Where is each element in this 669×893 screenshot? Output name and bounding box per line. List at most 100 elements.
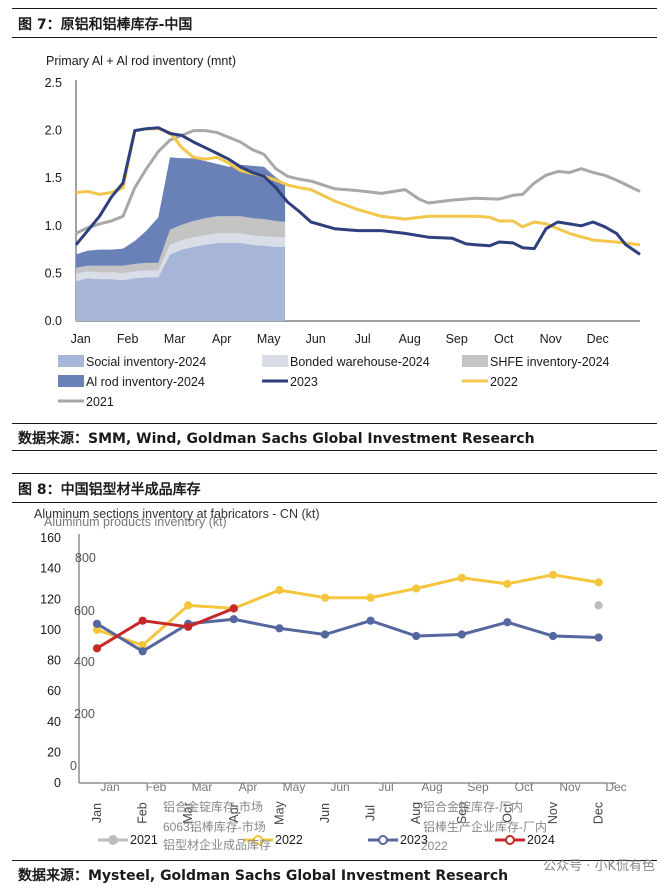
chart2-ghost-xtick-label: Oct (515, 780, 534, 794)
figure7-chart: Primary Al + Al rod inventory (mnt) 0.0 0… (45, 54, 641, 409)
chart2-ghost-legend-label: 铝合金锭库存-市场 (163, 799, 263, 814)
chart1-ytick-label: 0.5 (45, 266, 62, 280)
chart2-legend-marker (378, 835, 388, 845)
chart2-ghost-xtick-label: Sep (467, 780, 489, 794)
chart2-point-2023 (457, 630, 466, 639)
chart1-xtick-label: Oct (494, 332, 514, 346)
figure8-title-rule (12, 502, 657, 503)
chart2-point-2022 (548, 570, 558, 579)
chart1-xtick-label: Jun (306, 332, 326, 346)
chart2-ghost-ytick-label: 200 (74, 707, 95, 721)
chart2-point-2022 (503, 579, 512, 589)
chart2-ghost-xtick-label: Jun (330, 780, 349, 794)
chart2-ghost-xtick-label: Nov (559, 780, 580, 794)
chart2-point-2023 (548, 631, 558, 641)
figure8-source: 数据来源：Mysteel, Goldman Sachs Global Inves… (18, 868, 509, 884)
chart2-legend-marker (253, 835, 263, 845)
chart2-ghost-xtick-label: Jul (378, 780, 393, 794)
chart2-point-2024 (184, 622, 193, 631)
chart2-ghost-legend-label: 铝棒生产企业库存-厂内 (423, 819, 547, 834)
chart1-legend-label: Social inventory-2024 (86, 355, 206, 369)
chart2-ghost-ytick-label: 600 (74, 604, 95, 618)
chart2-point-2022 (184, 601, 193, 610)
chart1-xtick-label: Jan (71, 332, 91, 346)
chart2-point-2024 (229, 604, 238, 613)
chart2-point-2023 (92, 619, 102, 628)
chart2-xtick-label: Dec (592, 802, 606, 824)
figure7-bottom-rule (12, 450, 657, 451)
chart2-ghost-xtick-label: May (283, 780, 306, 794)
chart1-ytick-label: 1.0 (45, 219, 62, 233)
chart2-point-2023 (320, 630, 330, 639)
chart1-ytick-label: 2.5 (45, 76, 62, 90)
watermark: 公众号 · 小K侃有色 (543, 859, 655, 874)
chart2-point-2022 (594, 578, 603, 587)
chart2-point-2023 (138, 647, 147, 656)
figure7-top-rule (12, 8, 657, 9)
chart2-ytick-label: 40 (47, 715, 61, 729)
chart2-ytick-label: 120 (40, 592, 61, 606)
chart2-ghost-xtick-label: Apr (239, 780, 258, 794)
chart2-ghost-legend-label: 铝合金锭库存-厂内 (423, 799, 523, 814)
chart1-xtick-label: Feb (117, 332, 139, 346)
chart2-ytick-label: 140 (40, 562, 61, 576)
chart1-ytick-label: 2.0 (45, 124, 62, 138)
figure7-title: 图 7：原铝和铝棒库存-中国 (18, 17, 193, 33)
chart2-ytick-label: 160 (40, 531, 61, 545)
chart2-ghost-ytick-label: 0 (70, 759, 77, 773)
chart1-legend-swatch (262, 355, 288, 367)
chart2-ghost-xtick-label: Jan (100, 780, 119, 794)
chart2-xtick-label: Oct (500, 803, 514, 823)
chart2-xtick-label: Nov (546, 801, 560, 824)
chart2-legend-label: 2021 (130, 833, 158, 847)
chart1-legend-label: 2022 (490, 375, 518, 389)
chart2-point-2023 (412, 631, 421, 641)
chart1-legend-swatch (58, 355, 84, 367)
chart1-title: Primary Al + Al rod inventory (mnt) (46, 54, 236, 68)
chart2-point-2023 (503, 618, 512, 627)
chart1-area-bonded-warehouse-2024 (76, 233, 286, 281)
chart2-ghost-xtick-label: Dec (605, 780, 626, 794)
chart2-xtick-label: Apr (227, 803, 241, 822)
chart2-ghost-legend-label: 6063铝棒库存-市场 (163, 819, 266, 834)
chart2-xtick-label: Aug (409, 802, 423, 824)
chart2-point-2021 (594, 601, 603, 610)
chart1-legend-swatch (462, 355, 488, 367)
chart2-xtick-label: Jul (364, 805, 378, 821)
chart1-xtick-label: Jul (355, 332, 371, 346)
chart1-line-2023 (74, 126, 641, 256)
chart2-title: Aluminum sections inventory at fabricato… (34, 507, 320, 521)
chart2-point-2022 (366, 593, 375, 602)
chart2-point-2023 (366, 616, 375, 625)
chart2-line-2023 (96, 617, 599, 653)
chart2-point-2023 (229, 615, 238, 624)
chart2-ytick-label: 0 (54, 776, 61, 790)
chart2-ytick-label: 80 (47, 654, 61, 668)
figure8-source-rule (12, 860, 657, 861)
chart1-ytick-label: 1.5 (45, 171, 62, 185)
chart1-legend-label: 2023 (290, 375, 318, 389)
chart2-ghost-ytick-label: 800 (75, 551, 96, 565)
chart2-point-2024 (92, 644, 102, 653)
chart2-point-2023 (594, 633, 603, 642)
chart2-legend-label: 2023 (400, 833, 428, 847)
chart2-overlay-title: Aluminum products inventory (kt) (44, 515, 227, 529)
chart2-xtick-label: Mar (181, 802, 195, 824)
chart2-ghost-legend-label: 2022 (421, 839, 448, 853)
chart2-xtick-label: May (272, 800, 286, 824)
chart2-legend-label: 2024 (527, 833, 555, 847)
figure8-title: 图 8：中国铝型材半成品库存 (18, 482, 201, 498)
chart1-legend-label: Al rod inventory-2024 (86, 375, 205, 389)
chart1-xtick-label: Nov (540, 332, 563, 346)
chart1-xtick-label: Apr (212, 332, 231, 346)
chart2-xtick-label: Jan (90, 803, 104, 823)
chart1-line-2021 (75, 129, 641, 235)
chart2-line-2022 (96, 573, 599, 647)
chart2-ghost-xtick-label: Feb (146, 780, 167, 794)
chart2-point-2022 (457, 573, 466, 582)
chart2-ytick-label: 20 (47, 745, 61, 759)
chart1-legend-label: 2021 (86, 395, 114, 409)
chart2-point-2022 (275, 586, 284, 595)
chart1-ytick-label: 0.0 (45, 314, 62, 328)
chart2-ghost-legend-label: 铝型材企业成品库存 (163, 837, 271, 852)
